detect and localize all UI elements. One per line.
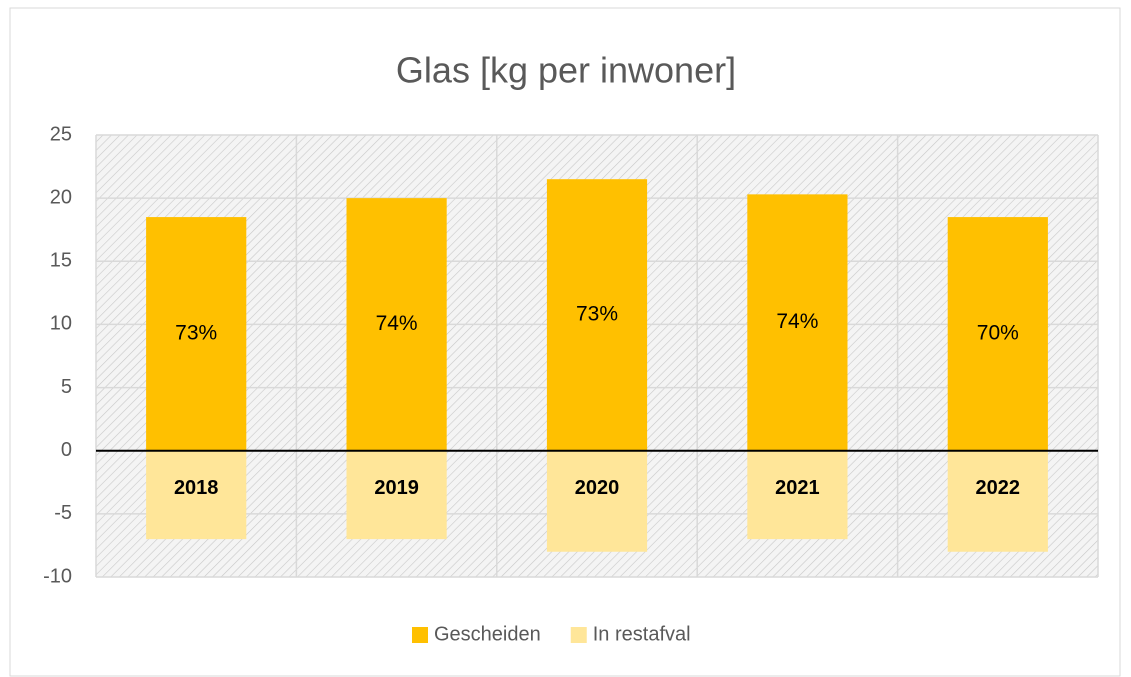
y-tick-label: -5 xyxy=(54,502,72,524)
legend-swatch xyxy=(412,627,428,643)
legend-swatch xyxy=(570,627,587,643)
y-tick-label: 20 xyxy=(50,186,72,208)
legend-label: In restafval xyxy=(593,623,691,645)
bar xyxy=(546,450,648,552)
y-tick-label: 10 xyxy=(50,313,72,335)
y-tick-label: 5 xyxy=(61,376,72,398)
chart-title: Glas [kg per inwoner] xyxy=(396,50,736,91)
bar-annotation: 74% xyxy=(776,310,818,333)
x-tick-label: 2020 xyxy=(575,477,620,499)
bar-annotation: 73% xyxy=(175,321,217,344)
bar xyxy=(747,194,848,451)
bar xyxy=(947,217,1048,451)
x-tick-label: 2018 xyxy=(174,477,219,499)
bar xyxy=(146,217,247,451)
legend-label: Gescheiden xyxy=(434,623,541,645)
y-tick-label: 15 xyxy=(50,250,72,272)
bar xyxy=(947,450,1048,552)
bar xyxy=(346,450,447,540)
x-tick-label: 2021 xyxy=(775,477,820,499)
bar-annotation: 70% xyxy=(977,321,1019,344)
x-tick-label: 2019 xyxy=(374,477,419,499)
y-tick-label: 0 xyxy=(61,439,72,461)
bar xyxy=(146,450,247,540)
y-tick-label: 25 xyxy=(50,123,72,145)
bar-annotation: 73% xyxy=(576,303,618,326)
y-tick-label: -10 xyxy=(43,565,72,587)
bar-annotation: 74% xyxy=(376,312,418,335)
bar xyxy=(346,198,447,451)
bar xyxy=(747,450,848,540)
x-tick-label: 2022 xyxy=(976,477,1021,499)
bar xyxy=(546,179,648,451)
